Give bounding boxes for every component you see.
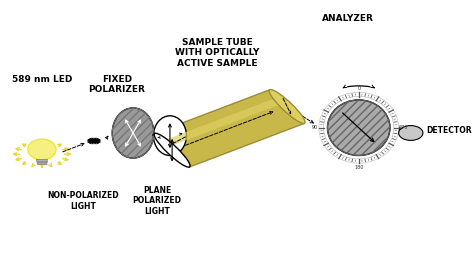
Text: ANALYZER: ANALYZER (322, 14, 374, 23)
Text: DETECTOR: DETECTOR (427, 126, 472, 135)
Text: 0: 0 (357, 86, 360, 91)
Text: 90: 90 (311, 125, 318, 130)
Ellipse shape (112, 108, 154, 158)
Ellipse shape (28, 139, 56, 160)
Polygon shape (163, 97, 283, 147)
Ellipse shape (154, 133, 190, 167)
Circle shape (399, 126, 423, 140)
Text: 589 nm LED: 589 nm LED (12, 75, 72, 84)
Ellipse shape (328, 100, 390, 156)
Text: PLANE
POLARIZED
LIGHT: PLANE POLARIZED LIGHT (132, 186, 182, 216)
Text: 180: 180 (354, 165, 364, 170)
Text: SAMPLE TUBE
WITH OPTICALLY
ACTIVE SAMPLE: SAMPLE TUBE WITH OPTICALLY ACTIVE SAMPLE (175, 38, 260, 68)
Ellipse shape (324, 97, 394, 159)
Polygon shape (155, 90, 304, 167)
Text: FIXED
POLARIZER: FIXED POLARIZER (89, 75, 146, 94)
Text: NON-POLARIZED
LIGHT: NON-POLARIZED LIGHT (47, 191, 119, 211)
Polygon shape (36, 159, 47, 164)
Text: 270: 270 (399, 125, 408, 130)
Ellipse shape (154, 116, 186, 156)
Ellipse shape (269, 90, 305, 123)
Ellipse shape (319, 92, 399, 163)
